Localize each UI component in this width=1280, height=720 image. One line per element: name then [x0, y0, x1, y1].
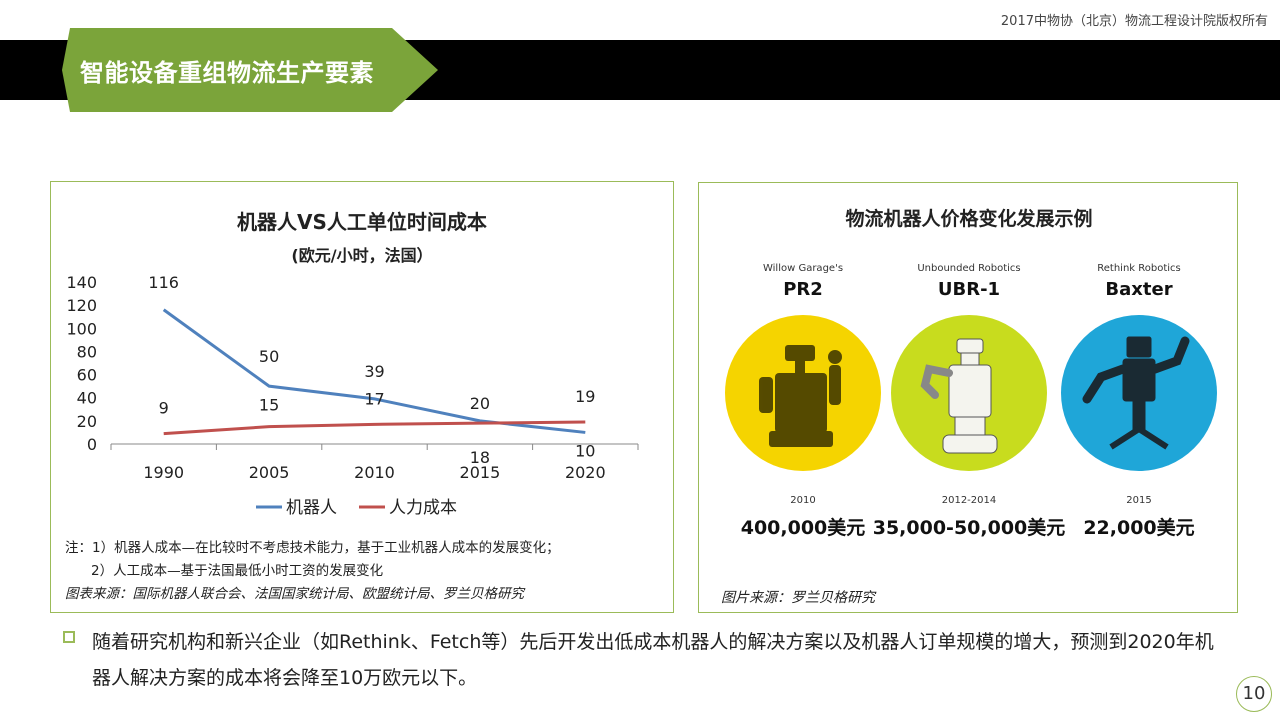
pr2-robot-icon: [725, 315, 881, 471]
title-arrow-shape: [62, 28, 438, 112]
page-title: 智能设备重组物流生产要素: [80, 59, 374, 87]
y-tick-label: 140: [66, 273, 97, 292]
chart-note-1: 注：1）机器人成本—在比较时不考虑技术能力，基于工业机器人成本的发展变化；: [65, 540, 560, 556]
data-label: 18: [470, 448, 490, 467]
robot-model: PR2: [783, 279, 823, 300]
data-label: 19: [575, 387, 595, 406]
robot-maker: Willow Garage's: [762, 263, 844, 274]
chart-source: 图表来源：国际机器人联合会、法国国家统计局、欧盟统计局、罗兰贝格研究: [65, 586, 524, 602]
baxter-robot-icon: [1061, 315, 1217, 471]
data-label: 20: [470, 394, 490, 413]
data-label: 50: [259, 347, 279, 366]
copyright-text: 2017中物协（北京）物流工程设计院版权所有: [1000, 14, 1268, 29]
x-tick-label: 1990: [143, 463, 184, 482]
robot-maker: Unbounded Robotics: [917, 263, 1021, 274]
y-tick-label: 40: [77, 389, 97, 408]
chart-note-2: 2）人工成本—基于法国最低小时工资的发展变化: [91, 563, 384, 579]
robot-year: 2015: [1126, 495, 1152, 506]
x-tick-label: 2020: [565, 463, 606, 482]
y-tick-label: 120: [66, 296, 97, 315]
series-line-2: [163, 420, 586, 436]
y-tick-label: 20: [77, 412, 97, 431]
x-tick-label: 2005: [249, 463, 290, 482]
series-line-1: [162, 308, 586, 434]
page-number: 10: [1236, 676, 1272, 712]
y-tick-label: 60: [77, 366, 97, 385]
data-label: 17: [364, 389, 384, 408]
image-source: 图片来源：罗兰贝格研究: [721, 590, 875, 606]
data-label: 116: [148, 273, 179, 292]
y-tick-label: 100: [66, 319, 97, 338]
y-tick-label: 80: [77, 342, 97, 361]
robot-year: 2010: [790, 495, 816, 506]
data-label: 15: [259, 396, 279, 415]
data-label: 9: [159, 399, 169, 418]
robot-price: 35,000-50,000美元: [872, 517, 1066, 539]
legend-label: 人力成本: [389, 498, 457, 518]
robot-model: UBR-1: [937, 279, 1001, 300]
chart-subtitle: (欧元/小时，法国）: [291, 246, 433, 265]
bullet-text: 随着研究机构和新兴企业（如Rethink、Fetch等）先后开发出低成本机器人的…: [92, 631, 1214, 689]
ubr1-robot-icon: [891, 315, 1047, 471]
chart-title: 机器人VS人工单位时间成本: [237, 210, 487, 234]
chart-panel: 机器人VS人工单位时间成本 (欧元/小时，法国） 0 20 40 60 80 100 120…: [50, 181, 674, 613]
robot-year: 2012-2014: [941, 495, 997, 506]
x-tick-label: 2010: [354, 463, 395, 482]
robot-price: 400,000美元: [740, 517, 866, 539]
x-tick-label: 2015: [460, 463, 501, 482]
robot-panel-title: 物流机器人价格变化发展示例: [845, 208, 1093, 230]
data-label: 39: [364, 362, 384, 381]
bullet-square-icon: [63, 631, 75, 643]
robot-model: Baxter: [1105, 279, 1173, 300]
robot-price-panel: 物流机器人价格变化发展示例 Willow Garage's PR2 2010 4…: [698, 182, 1238, 613]
y-tick-label: 0: [87, 435, 97, 454]
legend-label: 机器人: [286, 498, 337, 518]
data-label: 10: [575, 441, 595, 460]
robot-maker: Rethink Robotics: [1097, 263, 1181, 274]
robot-price: 22,000美元: [1083, 517, 1195, 539]
